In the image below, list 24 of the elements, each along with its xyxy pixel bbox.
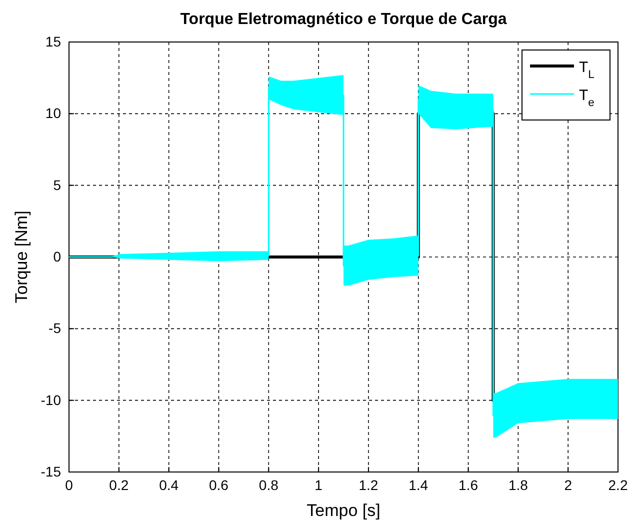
x-tick-label: 0.8: [258, 476, 279, 493]
x-tick-label: 0.6: [208, 476, 229, 493]
x-tick-label: 1.2: [358, 476, 378, 493]
x-tick-label: 0.4: [159, 476, 179, 493]
x-tick-label: 1: [314, 476, 323, 493]
y-tick-label: -15: [40, 463, 62, 480]
chart-title: Torque Eletromagnético e Torque de Carga: [180, 11, 507, 28]
x-axis-title: Tempo [s]: [306, 501, 380, 520]
x-tick-label: 1.4: [408, 476, 428, 493]
y-tick-label: 0: [53, 248, 62, 264]
y-tick-label: 15: [45, 33, 62, 50]
x-tick-label: 1.8: [508, 476, 528, 493]
y-tick-label: -5: [48, 320, 62, 336]
y-tick-label: -10: [40, 392, 62, 408]
y-axis-title: Torque [Nm]: [12, 210, 31, 304]
x-tick-label: 0.2: [109, 476, 129, 493]
legend-label: T$_{L}$: [579, 59, 594, 81]
legend-label: T$_{e}$: [579, 87, 594, 109]
x-tick-label: 1.6: [458, 476, 478, 493]
y-tick-label: 5: [53, 176, 62, 193]
x-tick-label: 2.2: [608, 476, 628, 493]
x-tick-label: 2: [564, 476, 572, 493]
y-tick-label: 10: [45, 105, 62, 122]
x-tick-label: 0: [65, 476, 74, 493]
